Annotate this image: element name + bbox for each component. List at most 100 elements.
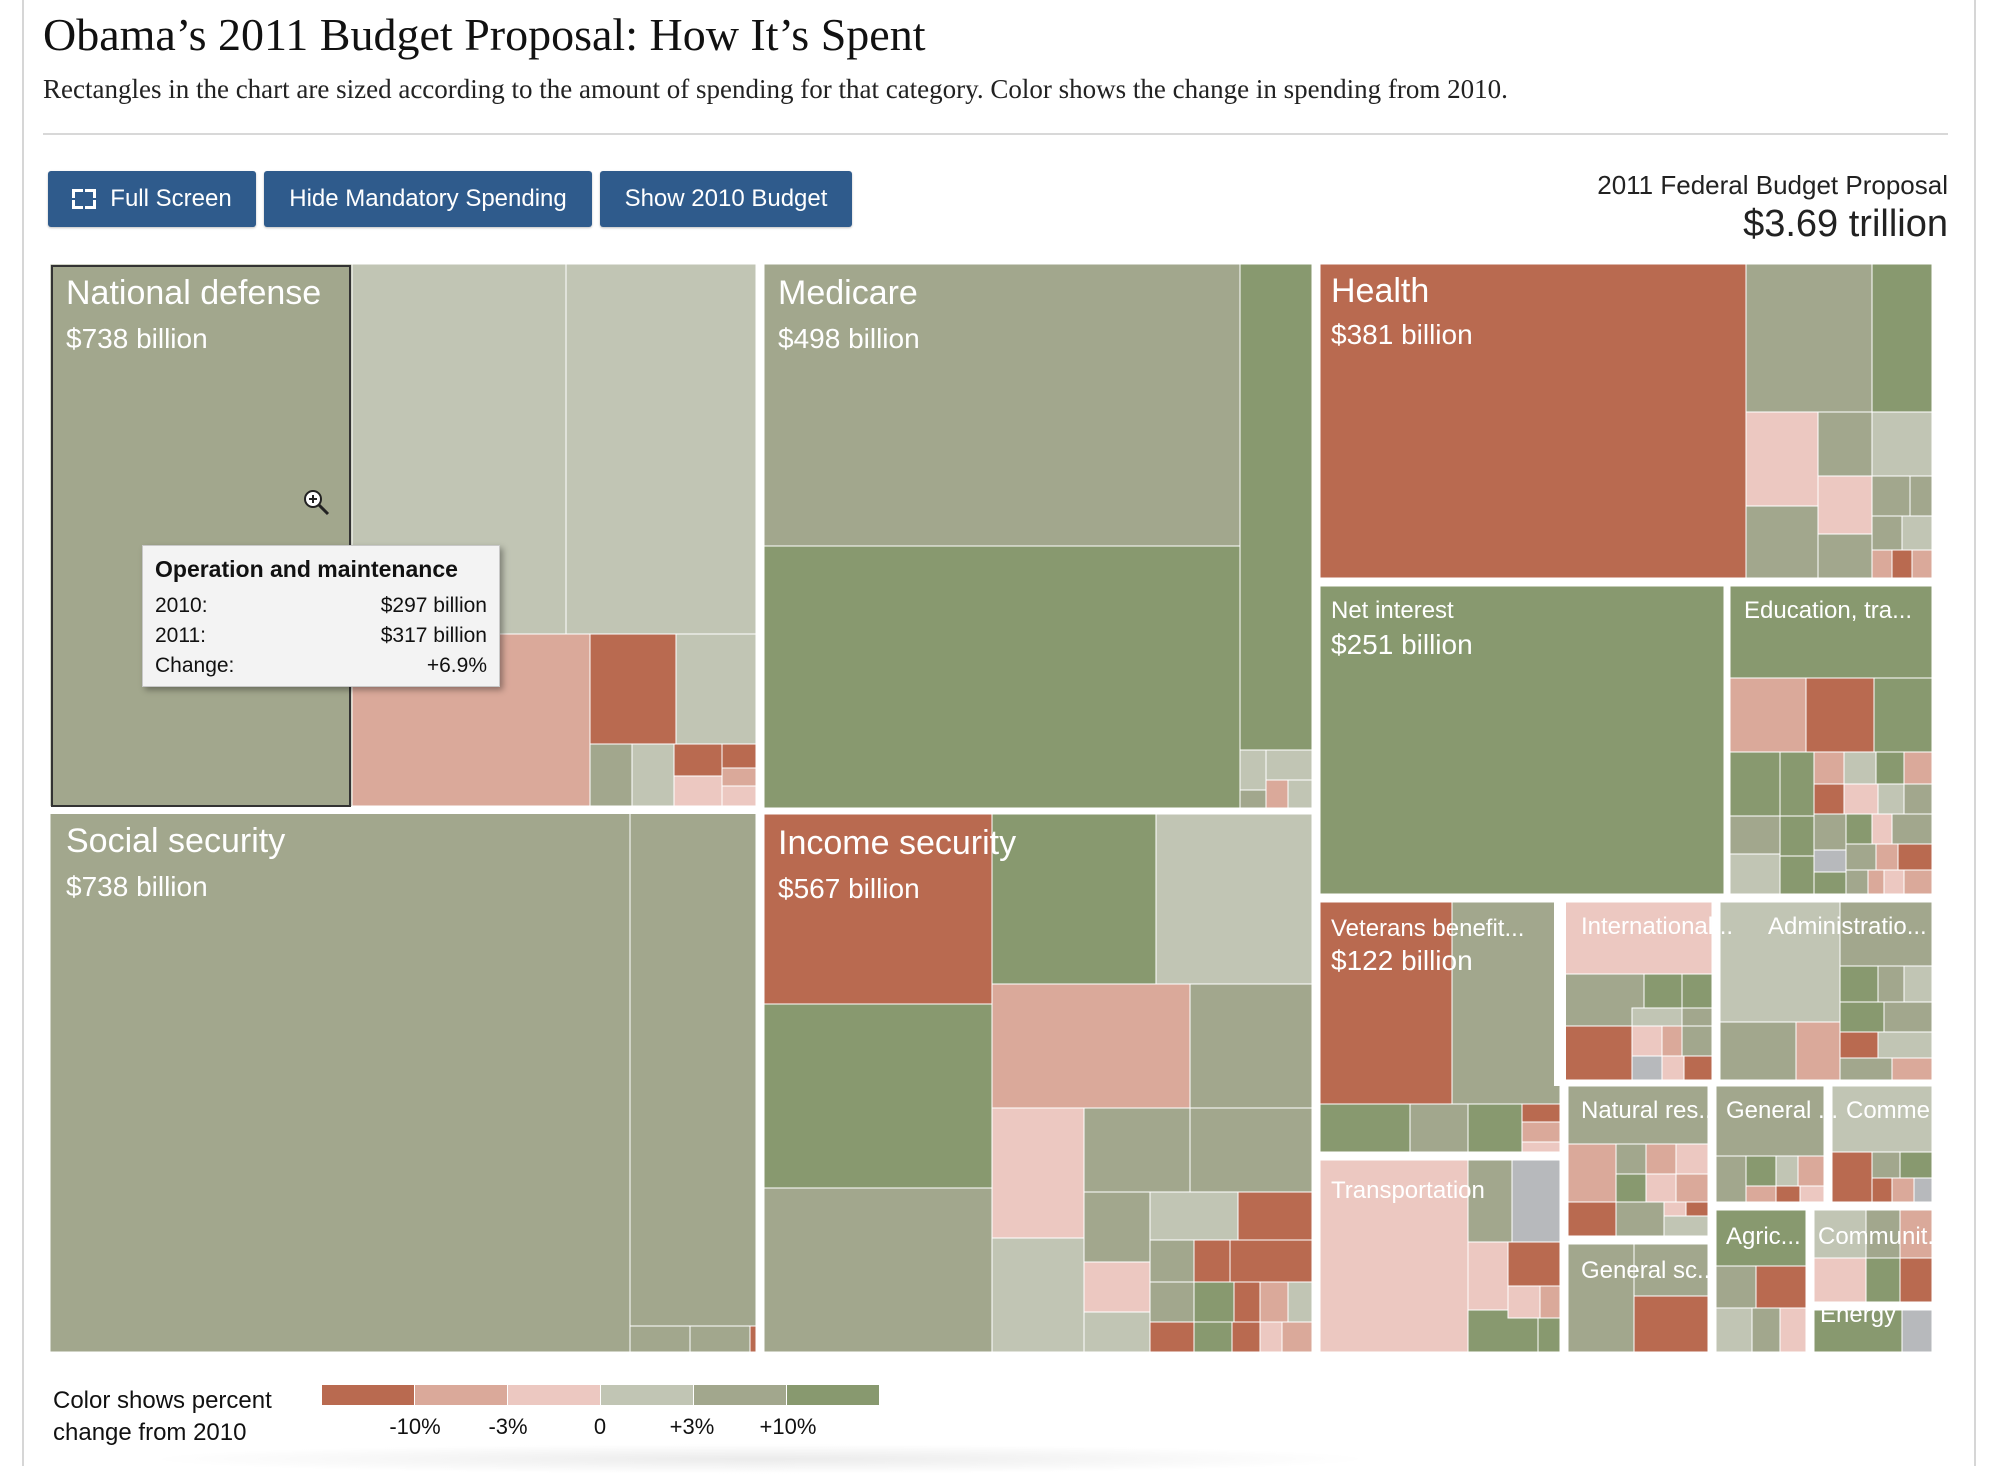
treemap-tile[interactable] xyxy=(673,743,723,777)
treemap-tile[interactable] xyxy=(1729,751,1781,817)
treemap-tile[interactable] xyxy=(1795,1021,1841,1081)
treemap-tile[interactable] xyxy=(1265,749,1313,781)
treemap-tile[interactable] xyxy=(1799,1185,1825,1203)
treemap-tile[interactable] xyxy=(1715,1085,1825,1157)
treemap-tile[interactable] xyxy=(1189,1107,1313,1193)
treemap-tile[interactable] xyxy=(1813,751,1845,785)
treemap-tile[interactable] xyxy=(1409,1103,1469,1153)
treemap-tile[interactable] xyxy=(1891,549,1913,579)
treemap-tile[interactable] xyxy=(1663,1215,1709,1237)
treemap-tile[interactable] xyxy=(1797,1155,1825,1187)
treemap-tile[interactable] xyxy=(1615,1143,1647,1175)
treemap-tile[interactable] xyxy=(1729,815,1781,855)
treemap-tile[interactable] xyxy=(1615,1173,1647,1203)
treemap-tile[interactable] xyxy=(1633,1243,1709,1297)
treemap-tile[interactable] xyxy=(1287,779,1313,809)
treemap-tile[interactable] xyxy=(49,811,631,1353)
treemap-tile[interactable] xyxy=(1083,1311,1151,1353)
treemap-tile[interactable] xyxy=(1507,1241,1561,1287)
treemap-tile[interactable] xyxy=(1229,1239,1313,1283)
treemap-tile[interactable] xyxy=(1779,855,1815,895)
treemap-tile[interactable] xyxy=(1901,1309,1933,1353)
treemap-tile[interactable] xyxy=(1839,1057,1893,1081)
treemap-tile[interactable] xyxy=(1681,1007,1713,1027)
treemap-tile[interactable] xyxy=(1839,901,1933,967)
treemap-tile[interactable] xyxy=(1507,1285,1541,1319)
treemap-tile[interactable] xyxy=(1521,1121,1561,1143)
treemap-tile[interactable] xyxy=(1745,1155,1777,1187)
treemap-tile[interactable] xyxy=(1813,871,1847,895)
treemap-tile[interactable] xyxy=(1845,843,1877,871)
treemap-tile[interactable] xyxy=(749,1325,757,1353)
treemap-tile[interactable] xyxy=(1149,1191,1239,1241)
treemap-tile[interactable] xyxy=(721,767,757,787)
treemap-tile[interactable] xyxy=(1719,1021,1797,1081)
treemap-tile[interactable] xyxy=(1193,1281,1235,1323)
treemap-tile[interactable] xyxy=(1083,1191,1151,1263)
treemap-tile[interactable] xyxy=(1875,843,1899,871)
treemap-tile[interactable] xyxy=(1661,1025,1683,1057)
treemap-tile[interactable] xyxy=(1715,1265,1757,1309)
treemap-tile[interactable] xyxy=(1875,751,1905,785)
treemap-tile[interactable] xyxy=(1633,1295,1709,1353)
treemap-tile[interactable] xyxy=(1805,677,1875,753)
treemap-tile[interactable] xyxy=(1661,1055,1685,1081)
treemap-tile[interactable] xyxy=(629,1325,691,1353)
treemap-tile[interactable] xyxy=(991,1237,1085,1353)
treemap-tile[interactable] xyxy=(1559,1025,1633,1081)
treemap-tile[interactable] xyxy=(1715,1155,1747,1203)
treemap-tile[interactable] xyxy=(1745,505,1819,579)
treemap-tile[interactable] xyxy=(1883,869,1905,895)
treemap-tile[interactable] xyxy=(1239,749,1267,791)
treemap-tile[interactable] xyxy=(1775,1155,1799,1187)
treemap-tile[interactable] xyxy=(1681,973,1713,1009)
treemap-tile[interactable] xyxy=(991,983,1191,1109)
treemap-tile[interactable] xyxy=(1839,965,1879,1003)
treemap-tile[interactable] xyxy=(1645,1173,1677,1203)
treemap-tile[interactable] xyxy=(1755,1265,1807,1309)
treemap-tile[interactable] xyxy=(1567,1201,1617,1237)
treemap-tile[interactable] xyxy=(1871,813,1893,845)
treemap-tile[interactable] xyxy=(1149,1239,1195,1283)
treemap-tile[interactable] xyxy=(1775,1185,1801,1203)
treemap-tile[interactable] xyxy=(1239,263,1313,751)
treemap-tile[interactable] xyxy=(1745,263,1873,413)
treemap-tile[interactable] xyxy=(1467,1103,1523,1153)
treemap-tile[interactable] xyxy=(721,785,757,807)
treemap-tile[interactable] xyxy=(1631,1007,1683,1027)
show-2010-budget-button[interactable]: Show 2010 Budget xyxy=(600,171,852,227)
treemap-tile[interactable] xyxy=(1715,1307,1753,1353)
treemap-tile[interactable] xyxy=(1831,1151,1873,1203)
treemap-tile[interactable] xyxy=(1729,677,1807,753)
full-screen-button[interactable]: Full Screen xyxy=(48,171,256,227)
treemap-tile[interactable] xyxy=(1779,1307,1807,1353)
treemap-tile[interactable] xyxy=(1729,853,1781,895)
treemap-tile[interactable] xyxy=(1883,1001,1933,1033)
treemap-tile[interactable] xyxy=(1891,1057,1933,1081)
treemap-tile[interactable] xyxy=(1903,965,1933,1003)
treemap-tile[interactable] xyxy=(1839,1001,1885,1033)
treemap-tile[interactable] xyxy=(565,263,757,635)
treemap-tile[interactable] xyxy=(1845,813,1873,845)
treemap-tile[interactable] xyxy=(1083,1107,1191,1193)
treemap-tile[interactable] xyxy=(1559,973,1645,1027)
treemap-tile[interactable] xyxy=(1843,751,1877,785)
treemap-tile[interactable] xyxy=(1871,549,1893,579)
treemap-tile[interactable] xyxy=(589,743,633,807)
treemap-tile[interactable] xyxy=(1319,585,1725,895)
treemap-tile[interactable] xyxy=(1631,1025,1663,1057)
treemap-tile[interactable] xyxy=(1193,1239,1231,1283)
treemap-tile[interactable] xyxy=(1193,1321,1233,1353)
treemap-tile[interactable] xyxy=(1897,843,1933,871)
treemap-tile[interactable] xyxy=(1467,1159,1513,1243)
treemap-tile[interactable] xyxy=(1839,1031,1879,1059)
treemap-tile[interactable] xyxy=(1871,475,1911,517)
treemap-tile[interactable] xyxy=(675,633,757,745)
treemap-tile[interactable] xyxy=(1877,965,1905,1003)
treemap-tile[interactable] xyxy=(1817,533,1873,579)
treemap-tile[interactable] xyxy=(1813,813,1847,851)
treemap-tile[interactable] xyxy=(1537,1317,1561,1353)
treemap-tile[interactable] xyxy=(1813,783,1845,815)
treemap-tile[interactable] xyxy=(1903,869,1933,895)
treemap-tile[interactable] xyxy=(763,1003,993,1189)
